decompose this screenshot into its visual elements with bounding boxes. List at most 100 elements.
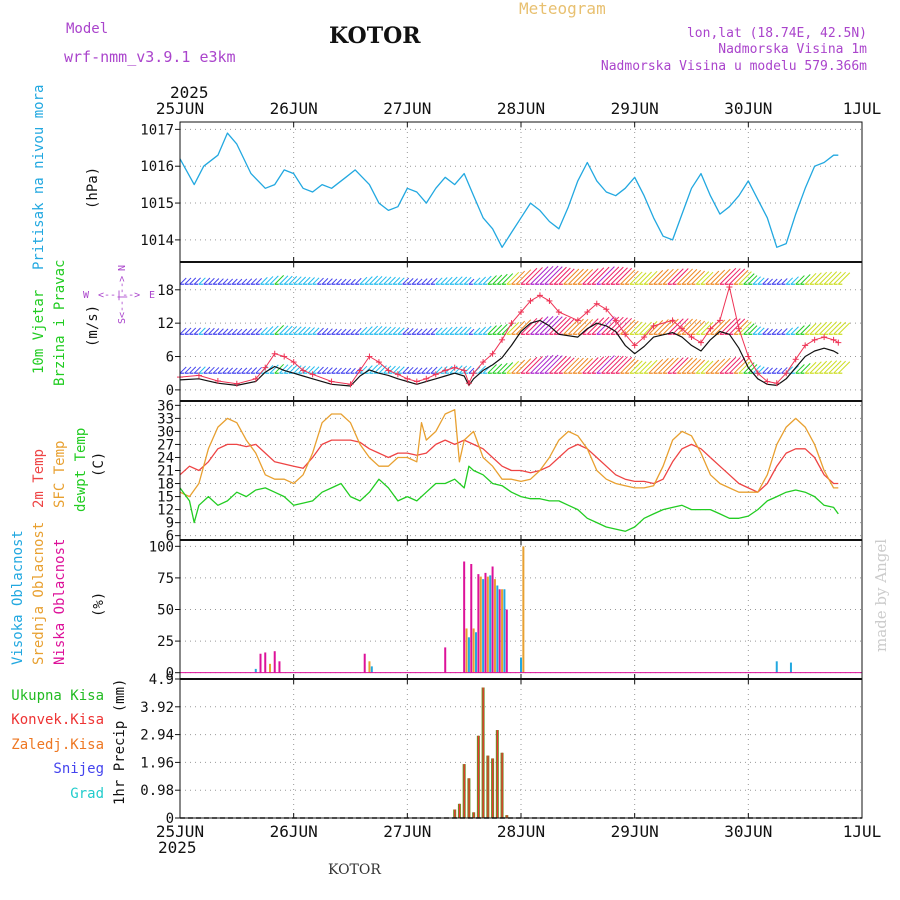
wind-barb	[506, 271, 520, 285]
wind-barb	[449, 276, 458, 285]
wind-barb	[241, 278, 248, 285]
wind-barb	[781, 367, 788, 374]
temp-2m-label: 2m Temp	[31, 449, 47, 508]
wind-barb	[312, 277, 320, 285]
chart-marks	[177, 132, 862, 818]
wind-barb	[781, 328, 788, 335]
credit-label: made by Angel	[872, 539, 890, 652]
wind-barb	[705, 359, 720, 374]
wind-barb	[605, 355, 624, 374]
wind-barb	[501, 323, 514, 335]
wind-barb	[530, 316, 549, 335]
wind-barb	[558, 318, 575, 335]
date-label-top: 1JUL	[843, 99, 882, 118]
wind-barb	[350, 278, 356, 285]
wind-barb	[714, 357, 731, 374]
wind-barb	[269, 325, 279, 335]
precip-conv-bar	[496, 730, 499, 818]
compass-north: N	[117, 265, 128, 271]
wind-barb	[634, 361, 647, 374]
wind-barb	[364, 276, 373, 285]
wind-barb	[695, 271, 710, 285]
wind-barb	[388, 365, 396, 374]
wind-barb	[691, 359, 706, 374]
wind-barb	[534, 265, 554, 285]
wind-barb	[335, 328, 342, 335]
wind-barb	[392, 327, 401, 335]
wind-barb	[506, 321, 520, 335]
wind-barb	[250, 278, 258, 285]
temp-sfc-label: SFC Temp	[52, 441, 68, 508]
wind-barb	[345, 328, 352, 335]
wind-barb	[762, 328, 769, 335]
wind-barb	[179, 277, 187, 285]
wind-barb	[558, 357, 575, 374]
date-label-top: 29JUN	[611, 99, 659, 118]
wind-barb	[605, 316, 624, 335]
precip-conv-bar	[492, 758, 494, 818]
wind-barb	[648, 358, 664, 374]
wind-barb	[496, 362, 508, 374]
wind-barb	[672, 268, 689, 285]
compass-arrow-h: <--|-->	[98, 290, 140, 301]
wind-barb	[369, 325, 379, 335]
wind-barb	[601, 266, 620, 285]
wind-barb	[184, 366, 192, 374]
wind-barb	[203, 366, 211, 374]
footer-station: KOTOR	[328, 862, 381, 878]
y-tick-label: 33	[157, 411, 174, 427]
wind-barb	[705, 270, 720, 285]
wind-barb	[738, 360, 752, 374]
wind-barb	[667, 268, 684, 285]
wind-barb	[515, 269, 532, 285]
wind-barb	[714, 268, 731, 285]
wind-barb	[639, 271, 652, 285]
wind-barb	[582, 357, 599, 374]
wind-barb	[648, 320, 664, 335]
wind-barb	[605, 266, 624, 285]
wind-barb	[667, 357, 684, 374]
wind-barb	[231, 328, 238, 335]
wind-barb	[629, 360, 643, 374]
precip-legend-frz: Zaledj.Kisa	[11, 737, 104, 753]
wind-barb	[425, 328, 433, 335]
wind-barb	[354, 327, 362, 335]
wind-barb	[781, 278, 788, 285]
wind-barb	[686, 358, 702, 374]
wind-barb	[743, 323, 755, 335]
y-tick-label: 4.9	[149, 672, 174, 688]
wind-barb	[800, 324, 811, 335]
wind-barb	[208, 277, 215, 285]
y-tick-label: 12	[157, 503, 174, 519]
y-tick-label: 0.98	[140, 783, 174, 799]
wind-barb	[430, 327, 438, 335]
wind-barb	[819, 321, 833, 335]
wind-barb	[293, 276, 302, 285]
wind-barb	[511, 320, 526, 335]
y-tick-label: 18	[157, 283, 174, 299]
precip-conv-bar	[454, 809, 456, 818]
wind-barb	[321, 366, 329, 374]
wind-barb	[478, 276, 487, 285]
wind-barb	[179, 366, 187, 374]
station-title: KOTOR	[329, 23, 421, 49]
wind-barb	[700, 271, 714, 285]
wind-barb	[757, 277, 765, 285]
wind-barb	[378, 276, 387, 285]
wind-barb	[800, 363, 811, 374]
wind-barb	[255, 366, 263, 374]
wind-barb	[577, 319, 594, 335]
date-label-top: 25JUN	[156, 99, 204, 118]
wind-barb	[596, 355, 615, 374]
wind-barb	[624, 320, 639, 335]
wind-barb	[307, 327, 315, 335]
wind-barb	[421, 278, 428, 285]
wind-barb	[388, 276, 396, 285]
wind-barb	[302, 365, 311, 374]
wind-barb	[369, 364, 379, 374]
y-tick-label: 0	[166, 383, 174, 399]
precip-legend-snow: Snijeg	[53, 761, 104, 777]
wind-barb	[643, 320, 658, 335]
wind-barb	[421, 367, 428, 374]
wind-barb	[700, 321, 714, 335]
